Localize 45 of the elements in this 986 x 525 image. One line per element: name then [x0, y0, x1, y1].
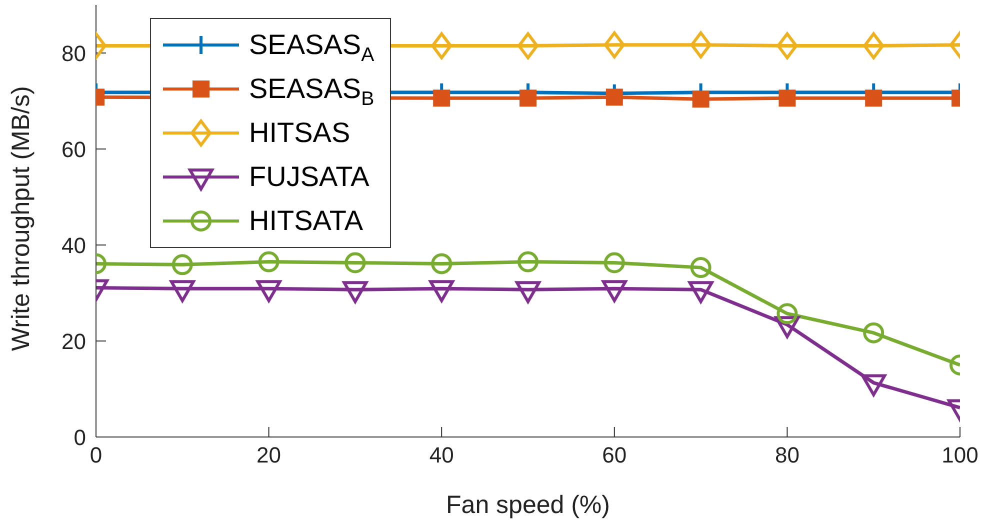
x-tick-label: 40: [429, 442, 454, 468]
x-tick-label: 100: [942, 442, 978, 468]
point: [692, 90, 710, 108]
x-axis-title: Fan speed (%): [446, 491, 610, 519]
legend-label: FUJSATA: [249, 161, 370, 193]
point: [606, 88, 623, 106]
point: [863, 32, 884, 60]
x-tick-label: 80: [774, 442, 800, 468]
point: [861, 374, 886, 396]
point: [602, 280, 627, 302]
point: [776, 32, 798, 60]
point: [258, 251, 280, 272]
point: [518, 32, 538, 60]
point: [170, 280, 195, 302]
point: [690, 31, 712, 58]
point: [690, 257, 712, 278]
x-tick-label: 20: [256, 442, 282, 468]
point: [778, 90, 796, 107]
y-tick-label: 80: [62, 40, 86, 66]
y-tick-label: 20: [62, 328, 86, 354]
legend-label: SEASAS$_{A}$: [249, 29, 374, 66]
point: [433, 90, 450, 107]
x-tick-label: 0: [90, 442, 102, 468]
point: [865, 90, 882, 107]
point: [688, 281, 714, 304]
point: [431, 253, 452, 274]
point: [256, 280, 282, 302]
y-tick-label: 60: [62, 136, 86, 162]
x-tick-label: 60: [602, 442, 627, 468]
legend-label: SEASAS$_{B}$: [249, 73, 374, 110]
point: [516, 281, 540, 304]
point: [344, 252, 366, 274]
point: [604, 252, 625, 274]
y-axis-title: Write throughput (MB/s): [6, 86, 35, 351]
point: [520, 90, 536, 107]
point: [431, 32, 452, 60]
point: [172, 254, 193, 276]
point: [342, 281, 368, 304]
point: [518, 251, 538, 272]
point: [604, 31, 625, 58]
y-tick-label: 0: [74, 424, 86, 450]
y-tick-label: 40: [62, 232, 86, 258]
legend-label: HITSATA: [249, 205, 364, 237]
point: [429, 280, 454, 302]
legend-label: HITSAS: [249, 117, 350, 149]
